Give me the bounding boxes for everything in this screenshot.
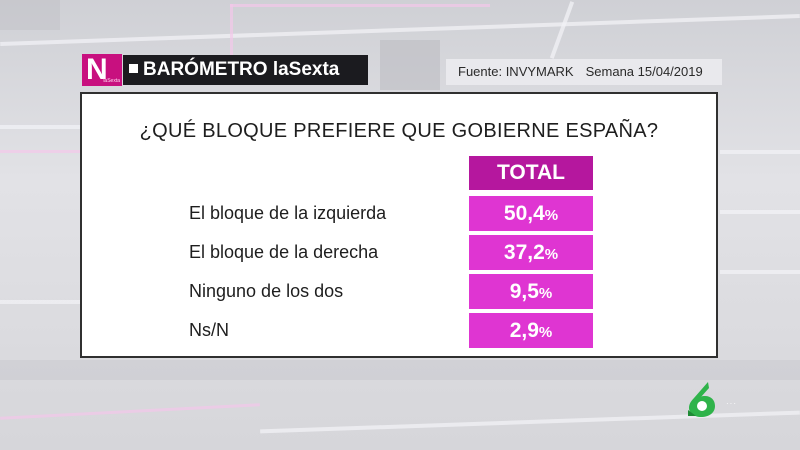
row-value: 2,9% [469, 313, 593, 348]
lasexta-noticias-logo: N laSexta [82, 54, 122, 86]
source-text: Fuente: INVYMARK [458, 64, 574, 79]
program-title-bar: BARÓMETRO laSexta [123, 55, 368, 85]
column-header-total: TOTAL [469, 156, 593, 190]
row-value: 9,5% [469, 274, 593, 309]
week-text: Semana 15/04/2019 [585, 64, 703, 79]
survey-panel: ¿QUÉ BLOQUE PREFIERE QUE GOBIERNE ESPAÑA… [80, 92, 718, 358]
survey-question: ¿QUÉ BLOQUE PREFIERE QUE GOBIERNE ESPAÑA… [139, 120, 659, 142]
lasexta-6-logo [688, 382, 715, 417]
program-title: BARÓMETRO laSexta [143, 59, 340, 80]
table-row: El bloque de la izquierda 50,4% [82, 196, 716, 231]
table-row: El bloque de la derecha 37,2% [82, 235, 716, 270]
row-label: Ninguno de los dos [189, 281, 344, 301]
source-bar: Fuente: INVYMARK Semana 15/04/2019 [446, 59, 722, 85]
square-bullet-icon [129, 64, 138, 73]
row-value: 50,4% [469, 196, 593, 231]
row-label: El bloque de la derecha [189, 242, 379, 262]
row-label: El bloque de la izquierda [189, 203, 387, 223]
row-label: Ns/N [189, 320, 229, 340]
table-row: Ns/N 2,9% [82, 313, 716, 348]
channel-logo-dots: ··· [726, 399, 737, 408]
table-row: Ninguno de los dos 9,5% [82, 274, 716, 309]
row-value: 37,2% [469, 235, 593, 270]
